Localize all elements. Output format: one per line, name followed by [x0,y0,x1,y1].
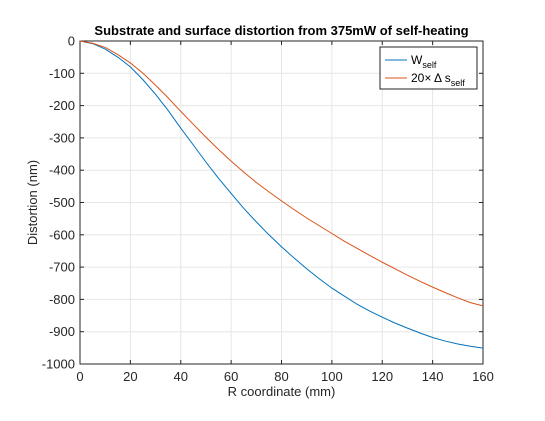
axis-ticks: 0 20 40 60 80 100 120 140 160 0 -100 -200 -300 -400 -5… [42,34,494,385]
x-tick-label: 140 [422,369,444,384]
grid [79,40,484,365]
y-tick-label: 0 [68,34,75,49]
legend-entry-1: Wself [411,53,437,70]
y-tick-label: -400 [49,163,75,178]
y-axis-label: Distortion (nm) [25,160,40,245]
x-tick-label: 80 [274,369,288,384]
y-tick-label: -100 [49,66,75,81]
x-tick-label: 60 [224,369,238,384]
legend-box [379,46,478,90]
x-tick-label: 40 [174,369,188,384]
x-tick-label: 120 [371,369,393,384]
y-tick-label: -800 [49,292,75,307]
series-line-2 [79,40,484,307]
y-tick-label: -900 [49,324,75,339]
x-tick-label: 100 [321,369,343,384]
y-tick-label: -700 [49,260,75,275]
x-axis-label: R coordinate (mm) [228,384,336,399]
series-line-1 [79,40,484,349]
x-tick-label: 20 [123,369,137,384]
y-tick-label: -200 [49,98,75,113]
x-tick-label: 0 [76,369,83,384]
legend-entry-2: 20× Δ sself [411,71,465,88]
x-tick-label: 160 [472,369,494,384]
series-layer [79,40,484,349]
y-tick-label: -600 [49,227,75,242]
chart-title: Substrate and surface distortion from 37… [94,23,468,38]
y-tick-label: -300 [49,130,75,145]
y-tick-label: -500 [49,195,75,210]
y-tick-label: -1000 [42,357,75,372]
